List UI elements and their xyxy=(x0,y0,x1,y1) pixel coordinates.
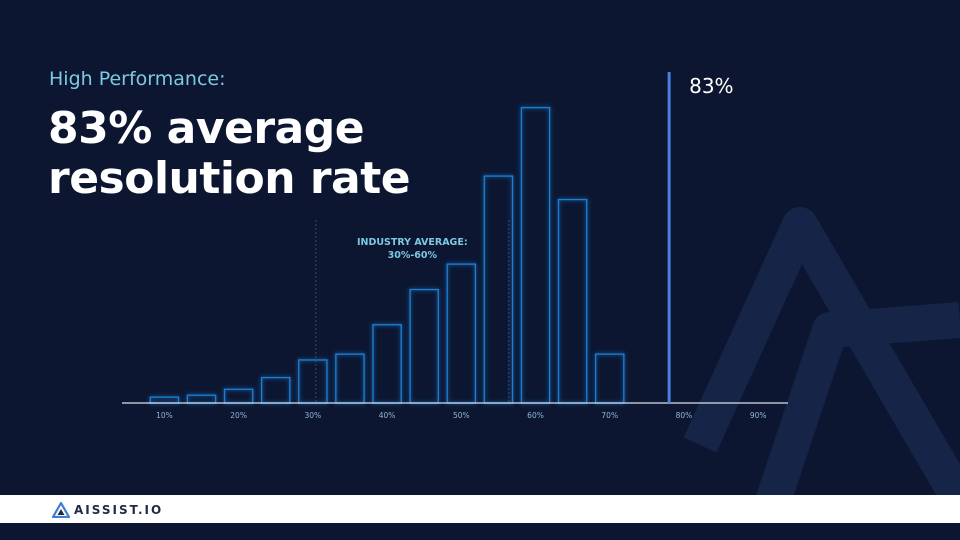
logo-icon xyxy=(52,502,70,518)
histogram-bar xyxy=(260,376,291,404)
company-logo[interactable]: AISSIST.IO xyxy=(52,502,163,518)
logo-text: AISSIST.IO xyxy=(74,503,164,517)
x-tick-label: 60% xyxy=(527,411,544,420)
x-tick-label: 40% xyxy=(379,411,396,420)
histogram-bar xyxy=(335,353,365,404)
histogram-bar xyxy=(594,353,625,404)
histogram-bar xyxy=(223,388,254,404)
histogram-bar xyxy=(520,106,551,404)
histogram-bar xyxy=(483,175,514,404)
x-tick-label: 90% xyxy=(750,411,767,420)
histogram-bar xyxy=(149,396,180,404)
histogram-bar xyxy=(186,394,217,404)
x-tick-label: 30% xyxy=(305,411,322,420)
histogram-bar xyxy=(557,198,588,404)
eyebrow-label: High Performance: xyxy=(49,68,226,90)
histogram-bar xyxy=(409,288,439,404)
footer-strip xyxy=(0,523,960,540)
annotation-range: 30%-60% xyxy=(388,250,438,261)
x-tick-label: 80% xyxy=(676,411,693,420)
x-tick-label: 20% xyxy=(230,411,247,420)
average-marker-label: 83% xyxy=(689,74,733,98)
x-tick-label: 50% xyxy=(453,411,470,420)
annotation-label: INDUSTRY AVERAGE: xyxy=(357,237,468,248)
x-tick-label: 70% xyxy=(601,411,618,420)
footer-bar: AISSIST.IO xyxy=(0,495,960,523)
histogram-bar xyxy=(372,324,402,404)
headline: 83% average resolution rate xyxy=(48,103,411,204)
resolution-rate-chart: INDUSTRY AVERAGE: 30%-60% 10% 20% 30% 40% 50%… xyxy=(122,72,788,420)
histogram-bar xyxy=(298,359,328,404)
histogram-bar xyxy=(446,263,477,404)
x-tick-label: 10% xyxy=(156,411,173,420)
